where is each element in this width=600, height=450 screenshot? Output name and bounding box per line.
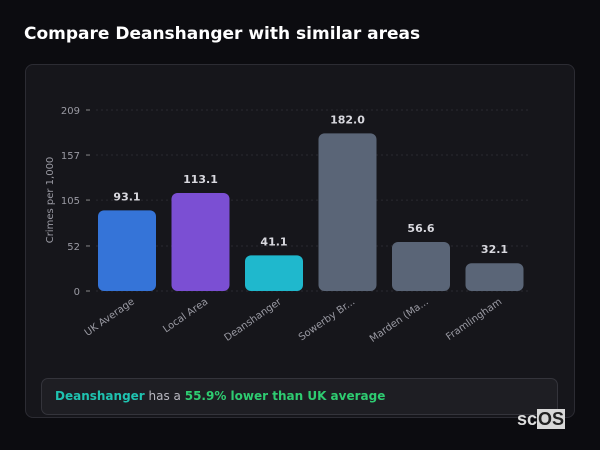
y-tick-label: 52 bbox=[67, 242, 80, 253]
bar bbox=[465, 263, 524, 291]
bar bbox=[318, 133, 377, 291]
x-tick-label: Marden (Ma... bbox=[368, 296, 431, 345]
summary-result: 55.9% lower than UK average bbox=[184, 389, 386, 403]
page-title: Compare Deanshanger with similar areas bbox=[24, 24, 421, 44]
summary-box: Deanshanger has a 55.9% lower than UK av… bbox=[41, 378, 558, 415]
x-tick-label: Sowerby Br... bbox=[297, 296, 357, 343]
data-label: 56.6 bbox=[407, 222, 434, 235]
bar bbox=[171, 193, 230, 291]
x-tick-label: Framlingham bbox=[444, 296, 504, 343]
y-tick-label: 157 bbox=[61, 151, 80, 162]
summary-place: Deanshanger bbox=[55, 389, 145, 403]
x-tick-label: Deanshanger bbox=[223, 296, 285, 344]
x-tick-label: UK Average bbox=[83, 296, 137, 338]
bar bbox=[392, 241, 450, 291]
bar bbox=[245, 255, 303, 291]
y-tick-label: 105 bbox=[61, 196, 80, 207]
y-axis-label: Crimes per 1,000 bbox=[45, 157, 56, 244]
x-tick-label: Local Area bbox=[161, 296, 210, 335]
data-label: 93.1 bbox=[113, 190, 140, 203]
bar bbox=[98, 210, 156, 291]
scos-logo: scOS bbox=[517, 409, 566, 429]
y-tick-label: 0 bbox=[74, 287, 80, 298]
data-label: 113.1 bbox=[183, 173, 218, 186]
data-label: 32.1 bbox=[481, 243, 508, 256]
data-label: 182.0 bbox=[330, 113, 365, 126]
data-label: 41.1 bbox=[260, 235, 287, 248]
y-tick-label: 209 bbox=[61, 106, 80, 117]
summary-middle: has a bbox=[144, 389, 185, 403]
